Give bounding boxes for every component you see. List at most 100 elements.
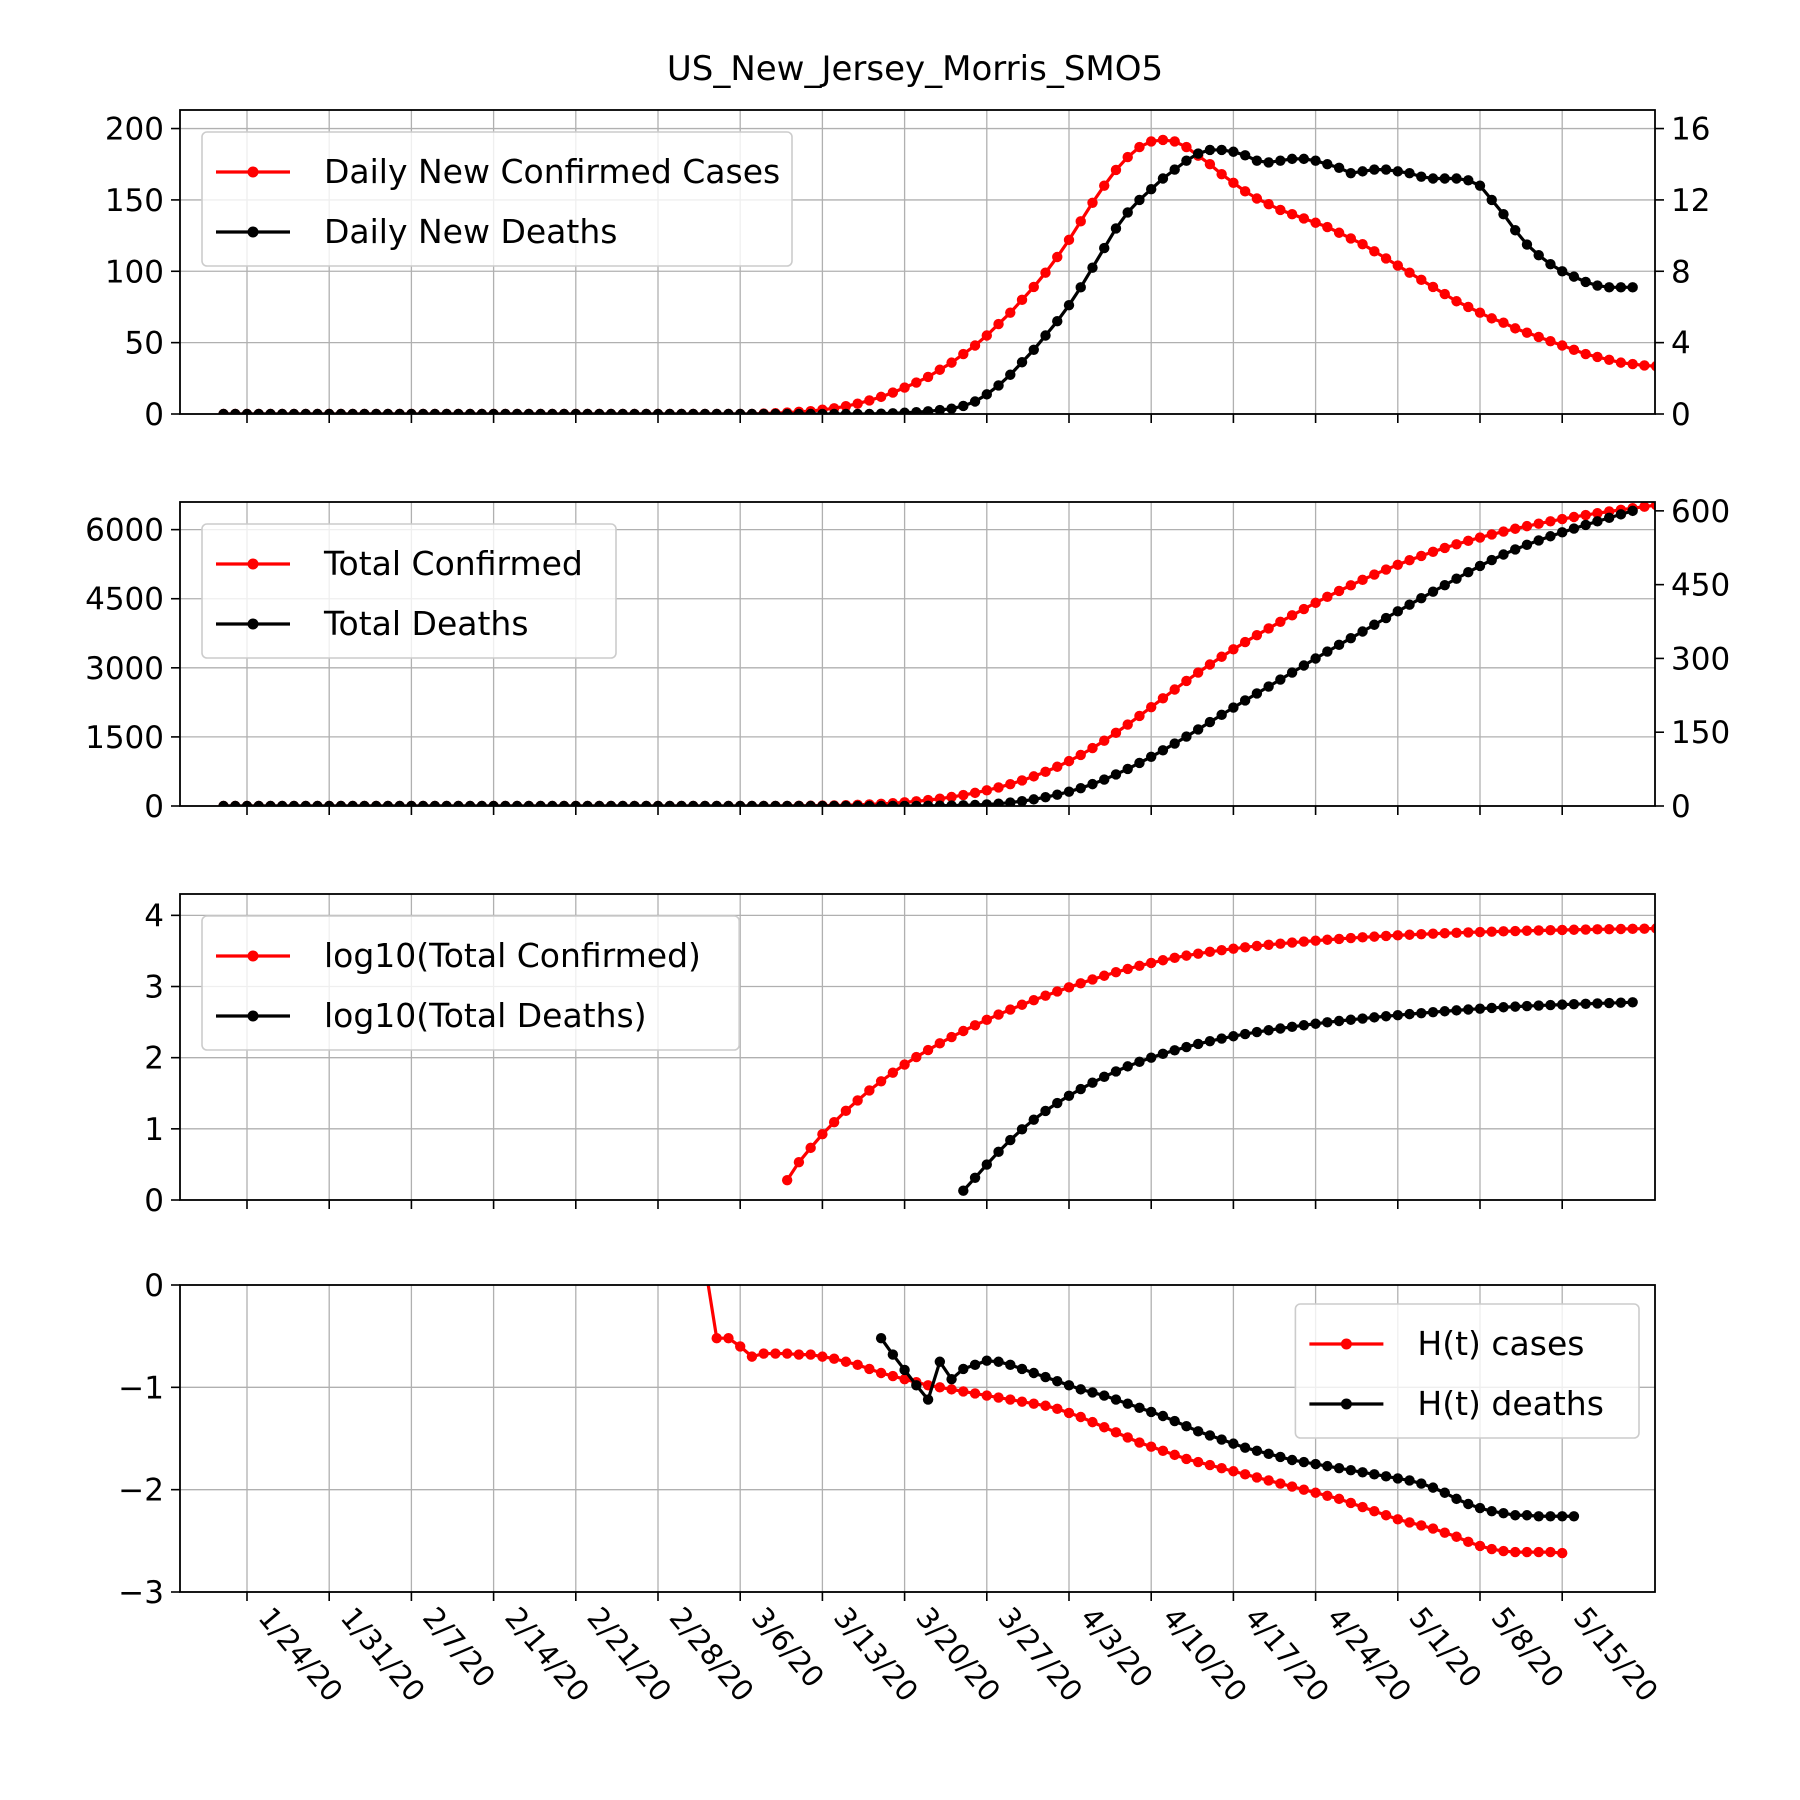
data-point xyxy=(1005,778,1016,790)
data-point xyxy=(1474,532,1486,543)
data-point xyxy=(1427,928,1439,939)
y-tick-label-left: 3 xyxy=(144,970,164,1006)
data-point xyxy=(1380,1471,1392,1482)
data-point xyxy=(1568,523,1580,534)
data-point xyxy=(1040,330,1051,341)
data-point xyxy=(981,389,992,400)
data-point xyxy=(1075,1411,1086,1423)
data-point xyxy=(1228,1438,1239,1449)
data-point xyxy=(746,1351,758,1362)
data-point xyxy=(476,800,488,806)
data-point xyxy=(840,1356,852,1367)
data-point xyxy=(1439,1006,1450,1017)
data-point xyxy=(1063,755,1075,767)
data-point xyxy=(1510,1546,1521,1558)
data-point xyxy=(535,800,546,806)
data-point xyxy=(1603,354,1615,365)
data-point xyxy=(1568,1511,1580,1522)
y-tick-label-left: −1 xyxy=(118,1370,164,1406)
data-point xyxy=(277,800,288,806)
data-point xyxy=(1345,233,1357,244)
data-point xyxy=(406,408,417,414)
data-point xyxy=(1075,978,1086,989)
data-point xyxy=(1345,580,1357,591)
data-point xyxy=(993,1146,1004,1158)
data-point xyxy=(1263,681,1274,692)
data-point xyxy=(1146,701,1157,713)
legend-label: Total Deaths xyxy=(323,604,529,643)
data-point xyxy=(1087,1387,1098,1398)
data-point xyxy=(1451,1531,1462,1542)
panel-frame xyxy=(179,893,1656,1201)
y-tick-label-left: 1 xyxy=(144,1112,164,1148)
data-point xyxy=(699,800,711,806)
data-point xyxy=(1345,1014,1357,1025)
data-point xyxy=(958,1386,969,1397)
data-point xyxy=(981,799,992,806)
panel-frame xyxy=(179,109,1656,415)
data-point xyxy=(887,1370,899,1382)
data-point xyxy=(1016,1124,1028,1135)
data-point xyxy=(1427,586,1439,597)
data-point xyxy=(1040,792,1051,803)
data-point xyxy=(1286,937,1298,948)
data-point xyxy=(1615,923,1627,935)
data-point xyxy=(1169,1045,1180,1056)
legend-label: H(t) cases xyxy=(1417,1324,1584,1363)
data-point xyxy=(1216,144,1227,156)
data-point xyxy=(1369,164,1380,175)
data-point xyxy=(1380,164,1392,175)
data-point xyxy=(1510,523,1521,534)
data-point xyxy=(899,1364,910,1376)
data-point xyxy=(852,1095,863,1106)
data-point xyxy=(1545,1546,1556,1558)
data-point xyxy=(1040,766,1051,778)
x-tick-label: 5/1/20 xyxy=(1402,1601,1488,1694)
panel-log: 0 1 2 3 4 log10(Total Confirmed) log10(Total D… xyxy=(144,893,1656,1219)
data-point xyxy=(570,408,581,414)
data-point xyxy=(1533,331,1544,343)
data-point xyxy=(875,1076,887,1087)
data-point xyxy=(629,408,640,414)
data-point xyxy=(370,408,382,414)
data-point xyxy=(1451,573,1462,584)
data-point xyxy=(1427,546,1439,557)
data-point xyxy=(864,395,875,406)
data-point xyxy=(1040,1371,1051,1383)
data-point xyxy=(793,1156,805,1168)
y-tick-label-left: 100 xyxy=(105,254,164,290)
data-point xyxy=(1052,316,1063,327)
data-point xyxy=(523,408,535,414)
data-point xyxy=(277,408,288,414)
data-point xyxy=(1521,327,1533,338)
data-point xyxy=(1568,924,1580,935)
data-point xyxy=(1404,1475,1415,1486)
data-point xyxy=(1521,1000,1533,1012)
data-point xyxy=(1028,794,1039,805)
data-point xyxy=(887,1349,899,1360)
x-tick-label: 4/3/20 xyxy=(1074,1601,1160,1694)
data-point xyxy=(981,1159,992,1170)
legend-marker xyxy=(247,950,259,962)
data-point xyxy=(1157,1048,1169,1060)
data-point xyxy=(1357,932,1368,943)
data-point xyxy=(770,800,781,806)
data-point xyxy=(1052,789,1063,800)
data-point xyxy=(370,800,382,806)
data-point xyxy=(347,800,358,806)
data-point xyxy=(1404,167,1415,179)
data-point xyxy=(523,800,535,806)
data-point xyxy=(1650,502,1655,511)
data-point xyxy=(958,1025,969,1037)
data-point xyxy=(1580,998,1591,1010)
data-point xyxy=(958,789,969,801)
data-point xyxy=(1451,296,1462,307)
data-point xyxy=(1016,1363,1028,1375)
legend-label: Daily New Confirmed Cases xyxy=(324,152,780,191)
data-point xyxy=(1075,1384,1086,1395)
data-point xyxy=(1110,1394,1122,1405)
data-point xyxy=(1216,1462,1227,1474)
data-point xyxy=(1005,1394,1016,1405)
data-point xyxy=(1568,511,1580,523)
